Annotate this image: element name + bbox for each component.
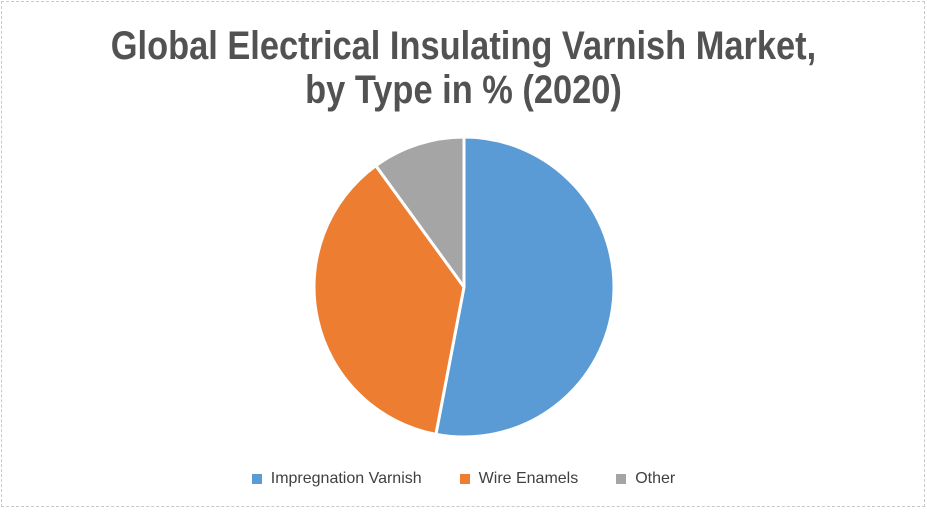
pie-slice-other (374, 135, 466, 289)
legend-label: Wire Enamels (478, 470, 579, 487)
legend-item-wire-enamels: Wire Enamels (459, 469, 579, 489)
legend-label: Other (635, 470, 676, 487)
legend-label: Impregnation Varnish (270, 470, 422, 487)
pie-chart (312, 135, 616, 439)
chart-title-line2: by Type in % (2020) (305, 68, 622, 112)
legend-swatch-icon (459, 474, 470, 484)
legend-item-other: Other (616, 469, 675, 489)
legend-item-impregnation-varnish: Impregnation Varnish (251, 469, 422, 489)
pie-slice-impregnation-varnish (434, 135, 616, 439)
chart-title-line1: Global Electrical Insulating Varnish Mar… (110, 24, 817, 68)
legend: Impregnation Varnish Wire Enamels Other (0, 469, 927, 489)
chart-title: Global Electrical Insulating Varnish Mar… (65, 24, 862, 112)
legend-swatch-icon (251, 474, 262, 484)
pie-slice-wire-enamels (312, 164, 466, 436)
legend-swatch-icon (616, 474, 627, 484)
